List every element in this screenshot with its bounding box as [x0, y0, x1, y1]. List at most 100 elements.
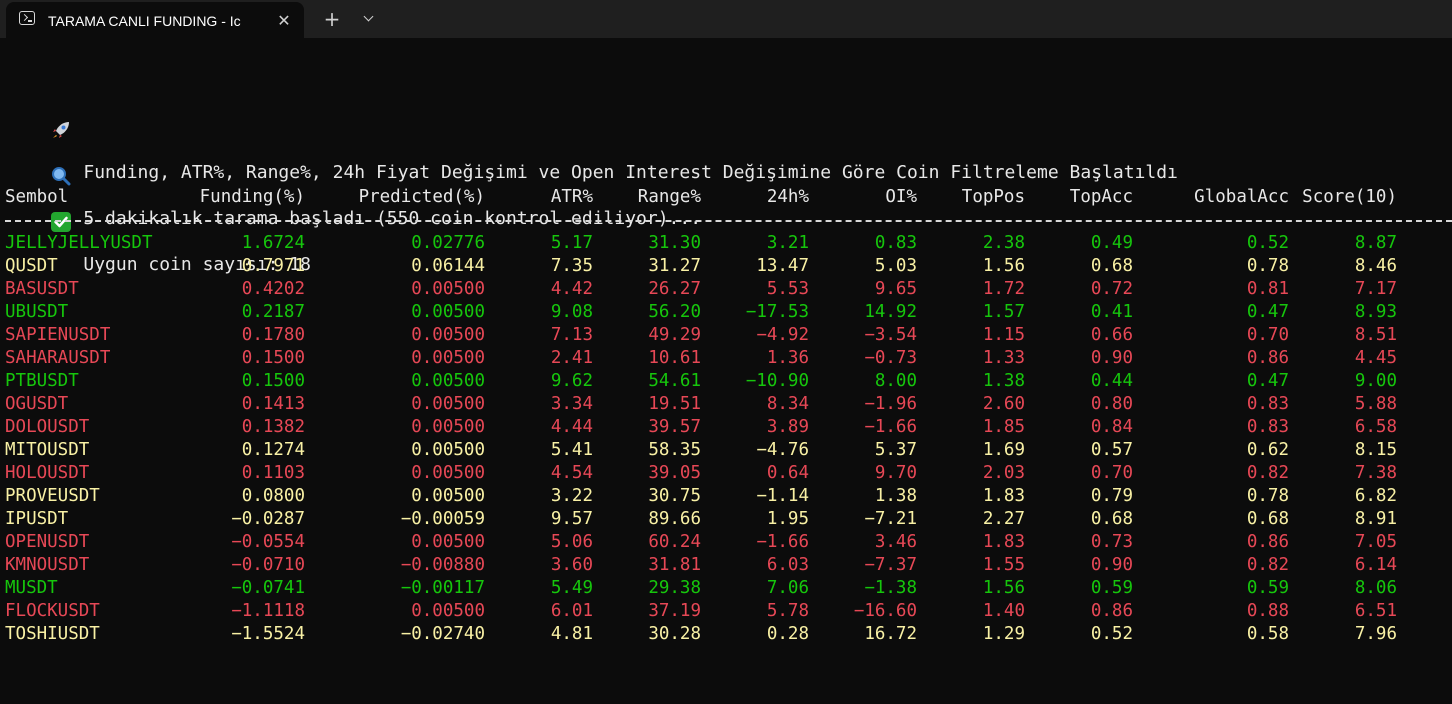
cell-globalacc: 0.52: [1246, 233, 1289, 253]
cell-predicted: −0.00059: [400, 509, 485, 529]
table-row: BASUSDT 0.4202 0.00500 4.42 26.27 5.53 9.65 1.7…: [0, 278, 1452, 301]
cell-range: 39.05: [648, 463, 701, 483]
cell-change-24h: 1.95: [766, 509, 809, 529]
cell-atr: 9.08: [550, 302, 593, 322]
close-tab-button[interactable]: ✕: [277, 11, 291, 30]
start-message-text: Funding, ATR%, Range%, 24h Fiyat Değişim…: [83, 162, 1178, 183]
cell-oi: −1.38: [864, 578, 917, 598]
cell-globalacc: 0.78: [1246, 256, 1289, 276]
cell-atr: 7.35: [550, 256, 593, 276]
table-row: JELLYJELLYUSDT 1.6724 0.02776 5.17 31.30 3.21…: [0, 232, 1452, 255]
cell-oi: 9.65: [874, 279, 917, 299]
cell-score: 8.87: [1354, 233, 1397, 253]
cell-symbol: OPENUSDT: [5, 532, 90, 552]
table-row: TOSHIUSDT −1.5524 −0.02740 4.81 30.28 0.28 16.…: [0, 623, 1452, 646]
cell-score: 7.05: [1354, 532, 1397, 552]
cell-range: 37.19: [648, 601, 701, 621]
cell-funding: 0.1413: [241, 394, 305, 414]
rocket-icon: [51, 72, 71, 138]
cell-score: 8.15: [1354, 440, 1397, 460]
cell-atr: 4.44: [550, 417, 593, 437]
cell-globalacc: 0.62: [1246, 440, 1289, 460]
cell-change-24h: 0.64: [766, 463, 809, 483]
cell-symbol: HOLOUSDT: [5, 463, 90, 483]
cell-globalacc: 0.68: [1246, 509, 1289, 529]
cell-atr: 9.62: [550, 371, 593, 391]
cell-atr: 5.17: [550, 233, 593, 253]
cell-atr: 5.06: [550, 532, 593, 552]
terminal-icon: [19, 11, 35, 25]
count-message-text: Uygun coin sayısı: 18: [83, 254, 311, 275]
cell-toppos: 1.56: [982, 256, 1025, 276]
cell-predicted: 0.00500: [411, 532, 485, 552]
cell-oi: 8.00: [874, 371, 917, 391]
cell-range: 56.20: [648, 302, 701, 322]
table-row: UBUSDT 0.2187 0.00500 9.08 56.20 −17.53 14.92 1…: [0, 301, 1452, 324]
cell-globalacc: 0.78: [1246, 486, 1289, 506]
cell-globalacc: 0.83: [1246, 394, 1289, 414]
cell-topacc: 0.41: [1090, 302, 1133, 322]
cell-oi: 3.46: [874, 532, 917, 552]
cell-oi: −7.37: [864, 555, 917, 575]
cell-funding: 0.1274: [241, 440, 305, 460]
cell-score: 7.17: [1354, 279, 1397, 299]
cell-change-24h: 1.36: [766, 348, 809, 368]
cell-globalacc: 0.86: [1246, 532, 1289, 552]
cell-change-24h: −1.14: [756, 486, 809, 506]
cell-globalacc: 0.70: [1246, 325, 1289, 345]
cell-predicted: 0.00500: [411, 279, 485, 299]
cell-change-24h: 8.34: [766, 394, 809, 414]
cell-oi: −1.66: [864, 417, 917, 437]
terminal-output[interactable]: Funding, ATR%, Range%, 24h Fiyat Değişim…: [0, 38, 1452, 704]
cell-range: 58.35: [648, 440, 701, 460]
cell-toppos: 2.60: [982, 394, 1025, 414]
table-row: PROVEUSDT 0.0800 0.00500 3.22 30.75 −1.14 1.38…: [0, 485, 1452, 508]
cell-range: 60.24: [648, 532, 701, 552]
cell-toppos: 1.85: [982, 417, 1025, 437]
cell-score: 5.88: [1354, 394, 1397, 414]
cell-atr: 6.01: [550, 601, 593, 621]
cell-predicted: 0.00500: [411, 348, 485, 368]
cell-funding: −0.0710: [231, 555, 305, 575]
cell-atr: 2.41: [550, 348, 593, 368]
cell-atr: 5.41: [550, 440, 593, 460]
new-tab-button[interactable]: +: [323, 7, 341, 31]
cell-topacc: 0.79: [1090, 486, 1133, 506]
cell-topacc: 0.49: [1090, 233, 1133, 253]
cell-change-24h: −4.76: [756, 440, 809, 460]
cell-funding: −1.5524: [231, 624, 305, 644]
cell-funding: 0.1382: [241, 417, 305, 437]
cell-predicted: 0.00500: [411, 394, 485, 414]
magnifier-icon: [51, 118, 71, 186]
header-oi: OI%: [885, 187, 917, 207]
header-topacc: TopAcc: [1069, 187, 1133, 207]
cell-topacc: 0.73: [1090, 532, 1133, 552]
cell-toppos: 1.83: [982, 532, 1025, 552]
cell-range: 89.66: [648, 509, 701, 529]
cell-symbol: SAPIENUSDT: [5, 325, 111, 345]
header-atr: ATR%: [550, 187, 593, 207]
cell-predicted: 0.00500: [411, 601, 485, 621]
cell-funding: −0.0554: [231, 532, 305, 552]
cell-oi: 1.38: [874, 486, 917, 506]
cell-score: 8.93: [1354, 302, 1397, 322]
cell-topacc: 0.70: [1090, 463, 1133, 483]
cell-predicted: −0.00117: [400, 578, 485, 598]
cell-predicted: 0.00500: [411, 371, 485, 391]
cell-symbol: SAHARAUSDT: [5, 348, 111, 368]
cell-funding: −0.0741: [231, 578, 305, 598]
cell-globalacc: 0.47: [1246, 371, 1289, 391]
cell-symbol: UBUSDT: [5, 302, 69, 322]
cell-symbol: DOLOUSDT: [5, 417, 90, 437]
cell-range: 29.38: [648, 578, 701, 598]
cell-change-24h: 13.47: [756, 256, 809, 276]
cell-symbol: PTBUSDT: [5, 371, 79, 391]
cell-toppos: 1.83: [982, 486, 1025, 506]
chevron-down-icon[interactable]: [356, 6, 382, 32]
cell-toppos: 1.33: [982, 348, 1025, 368]
cell-score: 6.51: [1354, 601, 1397, 621]
cell-atr: 4.54: [550, 463, 593, 483]
cell-symbol: MUSDT: [5, 578, 58, 598]
terminal-tab[interactable]: TARAMA CANLI FUNDING - Ic ✕: [6, 2, 304, 38]
tab-title[interactable]: TARAMA CANLI FUNDING - Ic: [48, 13, 241, 29]
